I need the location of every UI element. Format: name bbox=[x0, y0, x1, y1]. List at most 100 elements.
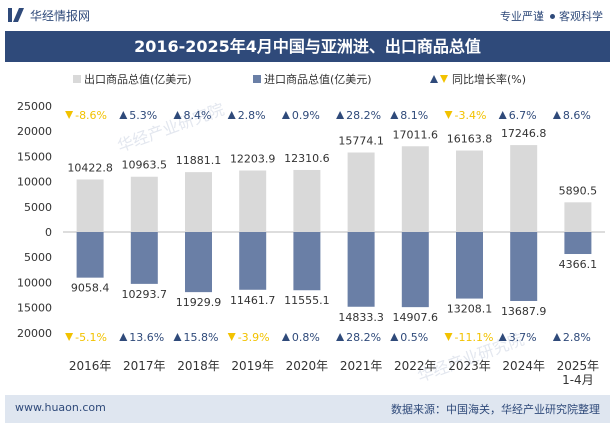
y-tick-label: 0 bbox=[45, 226, 52, 239]
import-growth-label: -5.1% bbox=[75, 331, 107, 344]
data-source: 数据来源：中国海关，华经产业研究院整理 bbox=[391, 403, 600, 416]
x-tick-label: 2017年 bbox=[123, 359, 166, 373]
export-value-label: 17011.6 bbox=[393, 128, 439, 141]
export-value-label: 10422.8 bbox=[67, 161, 113, 174]
export-growth-label: 5.3% bbox=[129, 109, 157, 122]
import-value-label: 13687.9 bbox=[501, 305, 547, 318]
export-bar bbox=[401, 146, 429, 232]
export-value-label: 10963.5 bbox=[122, 159, 168, 172]
legend-swatch-import bbox=[253, 75, 261, 83]
import-bar bbox=[401, 232, 429, 308]
export-growth-label: 0.9% bbox=[292, 109, 320, 122]
export-growth-label: 28.2% bbox=[346, 109, 381, 122]
up-arrow-icon bbox=[227, 111, 236, 119]
import-growth-label: 13.6% bbox=[129, 331, 164, 344]
export-bar bbox=[456, 150, 483, 232]
up-arrow-icon bbox=[552, 333, 561, 341]
down-arrow-icon bbox=[65, 333, 74, 341]
import-value-label: 11461.7 bbox=[230, 294, 276, 307]
import-value-label: 14833.3 bbox=[338, 311, 384, 324]
export-value-label: 15774.1 bbox=[338, 134, 384, 147]
export-bar bbox=[185, 172, 212, 232]
import-bar bbox=[130, 232, 158, 284]
x-tick-label: 2019年 bbox=[231, 359, 274, 373]
footer: www.huaon.com 数据来源：中国海关，华经产业研究院整理 bbox=[5, 395, 610, 423]
export-bar bbox=[293, 169, 321, 232]
import-growth-label: 2.8% bbox=[563, 331, 591, 344]
import-value-label: 4366.1 bbox=[559, 258, 598, 271]
y-tick-label: 15000 bbox=[17, 150, 52, 163]
down-arrow-icon bbox=[65, 111, 74, 119]
import-value-label: 14907.6 bbox=[393, 311, 439, 324]
x-tick-label: 2021年 bbox=[340, 359, 383, 373]
import-growth-label: -11.1% bbox=[455, 331, 494, 344]
export-growth-label: -3.4% bbox=[455, 109, 487, 122]
export-value-label: 5890.5 bbox=[559, 184, 598, 197]
x-tick-label: 2018年 bbox=[177, 359, 220, 373]
import-bar bbox=[239, 232, 267, 290]
export-growth-label: 8.1% bbox=[400, 109, 428, 122]
import-growth-label: 0.8% bbox=[292, 331, 320, 344]
bar-chart: 出口商品总值(亿美元) 进口商品总值(亿美元) 同比增长率(%) 华经产业研究院… bbox=[17, 72, 605, 387]
export-growth-label: 8.6% bbox=[563, 109, 591, 122]
up-arrow-icon bbox=[336, 333, 345, 341]
up-arrow-icon bbox=[173, 111, 182, 119]
export-growth-label: 6.7% bbox=[509, 109, 537, 122]
import-growth-label: 15.8% bbox=[184, 331, 219, 344]
export-value-label: 12203.9 bbox=[230, 152, 276, 165]
x-tick-label: 2016年 bbox=[69, 359, 112, 373]
up-arrow-icon bbox=[119, 333, 128, 341]
export-bar bbox=[76, 179, 104, 232]
x-tick-label: 2024年 bbox=[502, 359, 545, 373]
down-arrow-icon bbox=[227, 333, 236, 341]
top-bar: 华经情报网 专业严谨 客观科学 bbox=[0, 0, 615, 30]
export-value-label: 17246.8 bbox=[501, 127, 547, 140]
export-value-label: 11881.1 bbox=[176, 154, 222, 167]
export-bar bbox=[239, 170, 267, 232]
legend-label-growth: 同比增长率(%) bbox=[452, 72, 526, 86]
down-arrow-icon bbox=[444, 111, 453, 119]
separator-dot-icon bbox=[550, 14, 555, 19]
export-value-label: 12310.6 bbox=[284, 152, 330, 165]
header-tags: 专业严谨 客观科学 bbox=[500, 8, 603, 24]
up-arrow-icon bbox=[281, 333, 290, 341]
brand-logo-icon bbox=[8, 8, 24, 22]
website-link[interactable]: www.huaon.com bbox=[15, 401, 106, 414]
export-growth-label: -8.6% bbox=[75, 109, 107, 122]
import-growth-label: 3.7% bbox=[509, 331, 537, 344]
x-tick-label: 2023年 bbox=[448, 359, 491, 373]
import-value-label: 11555.1 bbox=[284, 294, 330, 307]
export-bar bbox=[510, 145, 538, 232]
legend-up-arrow-icon bbox=[430, 75, 438, 83]
export-growth-label: 2.8% bbox=[238, 109, 266, 122]
import-bar bbox=[456, 232, 483, 299]
import-bar bbox=[76, 232, 104, 278]
up-arrow-icon bbox=[119, 111, 128, 119]
export-value-label: 16163.8 bbox=[447, 133, 493, 146]
up-arrow-icon bbox=[498, 333, 507, 341]
x-tick-label: 2025年 1-4月 bbox=[557, 359, 600, 387]
import-bar bbox=[510, 232, 538, 301]
up-arrow-icon bbox=[281, 111, 290, 119]
x-tick-label: 2022年 bbox=[394, 359, 437, 373]
legend-swatch-export bbox=[73, 75, 81, 83]
y-tick-label: 10000 bbox=[17, 176, 52, 189]
x-tick-label: 2020年 bbox=[286, 359, 329, 373]
import-growth-label: -3.9% bbox=[238, 331, 270, 344]
import-value-label: 10293.7 bbox=[122, 288, 168, 301]
down-arrow-icon bbox=[444, 333, 453, 341]
up-arrow-icon bbox=[390, 111, 399, 119]
up-arrow-icon bbox=[390, 333, 399, 341]
tag-professional: 专业严谨 bbox=[500, 10, 544, 23]
import-bar bbox=[347, 232, 375, 307]
y-tick-label: 20000 bbox=[17, 125, 52, 138]
import-growth-label: 0.5% bbox=[400, 331, 428, 344]
y-tick-label: 15000 bbox=[17, 302, 52, 315]
export-bar bbox=[130, 176, 158, 232]
y-tick-label: 5000 bbox=[24, 251, 52, 264]
y-tick-label: 20000 bbox=[17, 327, 52, 340]
tag-objective: 客观科学 bbox=[559, 10, 603, 23]
legend-label-export: 出口商品总值(亿美元) bbox=[84, 72, 192, 86]
up-arrow-icon bbox=[336, 111, 345, 119]
up-arrow-icon bbox=[173, 333, 182, 341]
